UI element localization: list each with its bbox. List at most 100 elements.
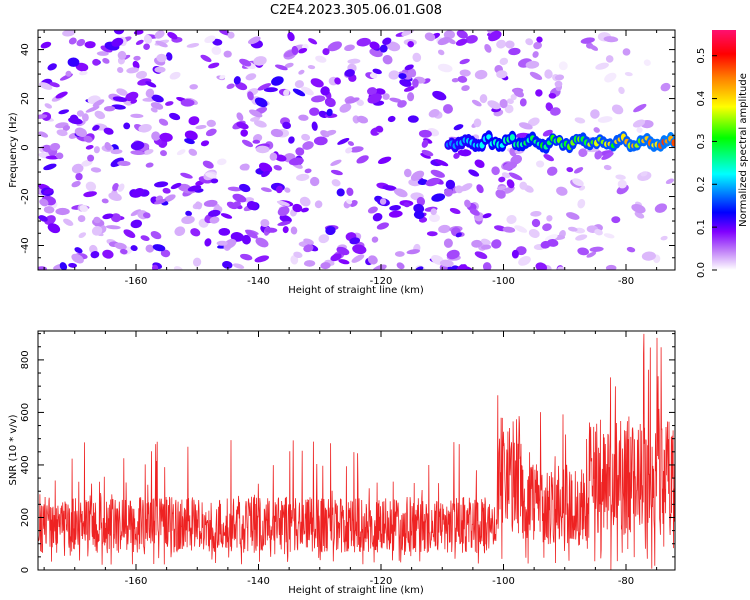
spectrogram-noise-cell [488, 30, 502, 42]
spectrogram-noise-cell [439, 259, 454, 267]
spectrogram-noise-cell [455, 38, 468, 46]
spectrogram-y-ticks: -40 -20 0 20 40 [20, 36, 675, 271]
spectrogram-noise-cell [152, 244, 166, 252]
colorbar-tick-label: 0.0 [696, 262, 707, 278]
x-tick-label: -140 [247, 576, 270, 587]
spectrogram-noise-cell [277, 206, 290, 217]
spectrogram-noise-cell [495, 189, 506, 199]
spectrogram-noise-cell [117, 160, 131, 167]
spectrogram-noise-cell [143, 34, 153, 44]
signal-track-cell [671, 139, 675, 147]
colorbar-tick-label: 0.4 [696, 91, 707, 107]
colorbar-scale [712, 30, 736, 270]
spectrogram-noise-cell [424, 32, 436, 42]
spectrogram-noise-cell [236, 112, 244, 121]
spectrogram-noise-cell [239, 58, 252, 67]
spectrogram-noise-cell [580, 37, 595, 44]
spectrogram-noise-cell [396, 262, 405, 270]
spectrogram-noise-cell [443, 238, 453, 248]
spectrogram-noise-cell [154, 66, 166, 73]
spectrogram-noise-cell [154, 30, 165, 39]
spectrogram-noise-cell [469, 208, 480, 216]
spectrogram-noise-cell [223, 50, 232, 58]
y-tick-label: 800 [20, 350, 31, 369]
spectrogram-noise-cell [195, 124, 207, 130]
spectrogram-noise-cell [150, 231, 162, 240]
spectrogram-noise-cell [496, 70, 508, 79]
spectrogram-noise-cell [49, 142, 61, 151]
spectrogram-noise-cell [372, 264, 387, 270]
spectrogram-noise-cell [476, 184, 484, 194]
spectrogram-noise-cell [84, 41, 96, 49]
spectrogram-noise-cell [49, 82, 60, 88]
spectrogram-noise-cell [112, 182, 119, 192]
snr-frame [37, 330, 676, 571]
spectrogram-noise-cell [455, 232, 462, 238]
spectrogram-noise-cell [135, 70, 148, 79]
spectrogram-noise-cell [546, 166, 558, 176]
spectrogram-noise-cell [369, 72, 378, 79]
spectrogram-noise-cell [356, 37, 371, 47]
spectrogram-noise-cell [255, 237, 269, 248]
spectrogram-noise-cell [204, 35, 216, 44]
spectrogram-noise-cell [413, 210, 425, 220]
spectrogram-noise-cell [39, 82, 53, 90]
spectrogram-noise-cell [253, 120, 267, 128]
spectrogram-noise-cell [65, 70, 72, 77]
spectrogram-noise-cell [479, 94, 488, 104]
spectrogram-noise-cell [665, 178, 675, 185]
spectrogram-noise-cell [145, 244, 155, 253]
spectrogram-noise-cell [62, 125, 70, 131]
spectrogram-noise-cell [219, 74, 226, 80]
spectrogram-noise-cell [130, 113, 144, 119]
y-tick-label: 0 [20, 144, 31, 150]
spectrogram-noise-cell [282, 121, 291, 130]
spectrogram-noise-cell [188, 148, 198, 156]
spectrogram-noise-cell [186, 43, 200, 48]
spectrogram-noise-cell [315, 55, 327, 63]
spectrogram-noise-cell [594, 150, 603, 160]
spectrogram-noise-cell [132, 60, 140, 70]
spectrogram-noise-cell [577, 247, 590, 256]
spectrogram-noise-cell [275, 185, 283, 194]
spectrogram-noise-cell [444, 188, 453, 197]
x-tick-label: -160 [125, 276, 148, 287]
spectrogram-noise-cell [254, 97, 268, 108]
spectrogram-noise-cell [536, 36, 543, 43]
spectrogram-noise-cell [192, 257, 202, 267]
spectrogram-noise-cell [76, 110, 84, 117]
spectrogram-noise-cell [375, 88, 386, 95]
spectrogram-noise-cell [345, 147, 353, 154]
spectrogram-noise-cell [125, 91, 139, 102]
spectrogram-noise-cell [85, 181, 97, 192]
spectrogram-x-label: Height of straight line (km) [288, 285, 424, 296]
spectrogram-noise-cell [345, 97, 360, 104]
spectrogram-noise-cell [634, 211, 645, 219]
spectrogram-noise-cell [301, 86, 314, 96]
spectrogram-noise-cell [595, 62, 609, 70]
spectrogram-noise-cell [181, 215, 195, 225]
spectrogram-noise-cell [508, 172, 523, 181]
spectrogram-noise-cell [389, 97, 402, 103]
spectrogram-noise-cell [518, 256, 531, 266]
spectrogram-noise-cell [240, 129, 248, 137]
spectrogram-noise-cell [633, 103, 647, 113]
spectrogram-noise-cell [85, 105, 100, 113]
spectrogram-noise-cell [367, 206, 378, 214]
spectrogram-noise-cell [404, 64, 414, 71]
spectrogram-noise-cell [577, 198, 586, 209]
spectrogram-noise-cell [660, 235, 668, 241]
spectrogram-noise-cell [393, 188, 408, 198]
spectrogram-noise-cell [58, 109, 70, 115]
spectrogram-noise-cell [208, 62, 220, 69]
spectrogram-noise-cell [301, 207, 309, 213]
spectrogram-noise-cell [604, 72, 617, 83]
spectrogram-noise-cell [93, 146, 100, 154]
spectrogram-noise-cell [44, 215, 56, 225]
spectrogram-noise-cell [71, 163, 84, 174]
spectrogram-noise-cell [202, 160, 214, 169]
snr-y-label: SNR (10 * v/v) [8, 414, 19, 485]
spectrogram-noise-cell [407, 92, 415, 102]
spectrogram-noise-cell [275, 64, 288, 71]
